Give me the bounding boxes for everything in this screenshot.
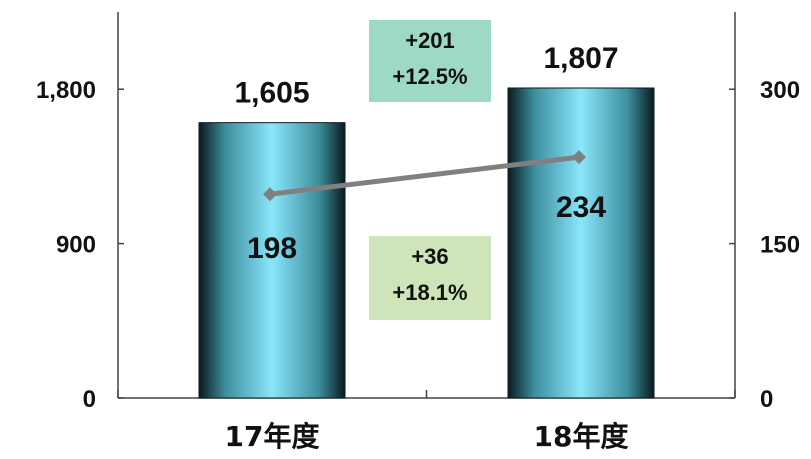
left-tick-label: 1,800	[36, 77, 96, 104]
line-value-label: 234	[556, 191, 606, 224]
line-point-marker	[572, 150, 586, 165]
line-series	[263, 150, 586, 202]
bar-value-label: 1,807	[543, 42, 618, 75]
line-value-label: 198	[247, 232, 297, 265]
change-annotation-text: +201	[405, 28, 455, 53]
category-labels: 17年度 18年度	[117, 390, 736, 453]
line-value-labels: 198 234	[247, 191, 606, 265]
right-tick-label: 300	[760, 77, 800, 104]
bar-value-label: 1,605	[234, 77, 309, 110]
right-tick-label: 0	[760, 386, 773, 413]
left-tick-label: 900	[56, 232, 96, 259]
change-annotation-text: +12.5%	[392, 64, 467, 89]
line-path	[269, 154, 580, 197]
bar-value-labels: 1,605 1,807	[234, 42, 618, 110]
change-annotation-box	[369, 236, 491, 320]
bar-series	[198, 87, 655, 399]
change-annotations: +201 +12.5% +36 +18.1%	[369, 20, 491, 320]
category-label: 17年度	[225, 420, 320, 453]
left-axis-ticks: 0 900 1,800	[36, 77, 124, 413]
change-annotation-text: +18.1%	[392, 280, 467, 305]
bar	[507, 87, 655, 399]
change-annotation-text: +36	[411, 244, 448, 269]
right-tick-label: 150	[760, 232, 800, 259]
line-point-marker	[263, 187, 277, 202]
left-tick-label: 0	[83, 386, 96, 413]
right-axis-ticks: 0 150 300	[729, 77, 800, 413]
bar	[198, 122, 346, 399]
change-annotation-box	[369, 20, 491, 102]
category-label: 18年度	[534, 420, 629, 453]
